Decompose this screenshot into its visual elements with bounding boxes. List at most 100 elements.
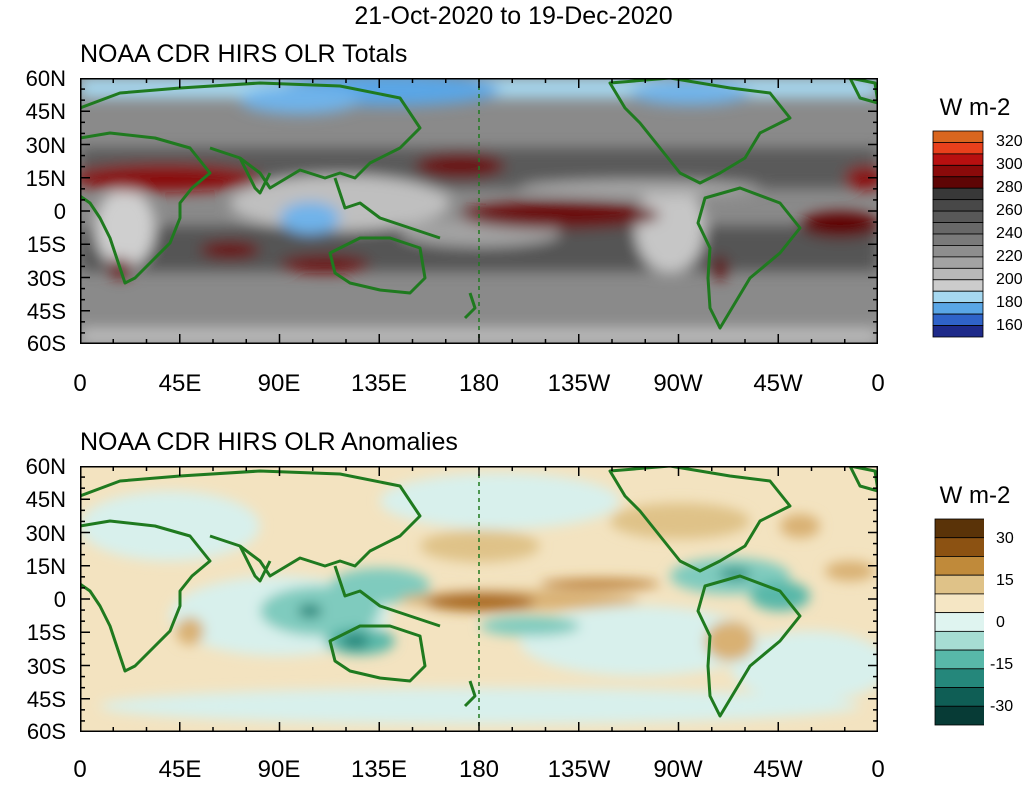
totals-cold-namerica [630, 81, 750, 105]
totals-seasia [333, 177, 441, 240]
totals-colorbar-swatch [932, 245, 984, 258]
totals-cb-label-200: 200 [996, 271, 1023, 288]
anom-cb-label-0: 0 [996, 614, 1005, 631]
anom-lon-180: 180 [458, 756, 500, 783]
totals-colorbar-swatch [932, 290, 984, 304]
anom-namerica [608, 466, 792, 573]
totals-lon-180: 180 [458, 370, 500, 397]
totals-colorbar-swatch [932, 279, 984, 292]
totals-colorbar-swatch [932, 222, 984, 235]
totals-hot-satlantic [800, 212, 878, 238]
totals-colorbar [932, 130, 984, 338]
anom-pos-atlantic [780, 514, 820, 538]
totals-lon-0-east: 0 [871, 370, 885, 397]
anom-pos-itcz [540, 579, 660, 589]
anom-neg-southlat [100, 688, 860, 724]
totals-india [238, 157, 272, 195]
totals-lat-15s: 15S [26, 232, 66, 257]
totals-lon-135e: 135E [350, 370, 408, 397]
totals-lat-30n: 30N [25, 133, 66, 158]
totals-africa [80, 131, 212, 285]
totals-hot-australia [280, 255, 370, 273]
anom-neg-atlantic [730, 631, 878, 701]
anom-lat-60n: 60N [25, 454, 66, 479]
totals-cb-label-320: 320 [996, 133, 1023, 150]
totals-colorbar-swatch [932, 210, 984, 223]
anomalies-continents [80, 466, 878, 718]
anomalies-colorbar-swatch [934, 612, 984, 632]
anom-lat-45s: 45S [26, 687, 66, 712]
anom-lat-15n: 15N [25, 554, 66, 579]
totals-hot-arabia [845, 166, 878, 190]
totals-lon-0: 0 [73, 370, 87, 397]
totals-samerica [696, 186, 802, 330]
anom-cb-label-neg30: -30 [990, 698, 1014, 715]
totals-hot-npacific [415, 154, 505, 178]
anom-pos-strong [425, 593, 535, 611]
totals-map [80, 78, 878, 344]
anomalies-colorbar-swatch [934, 649, 984, 670]
anom-neg-indonesia [330, 568, 430, 604]
totals-colorbar-swatch [932, 176, 984, 189]
totals-newzealand [463, 292, 477, 320]
anom-pos-samerica [705, 621, 755, 661]
anom-india [238, 545, 272, 583]
anomalies-colorbar-swatch [934, 705, 984, 726]
anomalies-colorbar-swatch [934, 630, 984, 651]
totals-colorbar-swatch [932, 302, 984, 315]
anom-australia [328, 624, 427, 683]
totals-namerica [608, 78, 792, 185]
totals-units: W m-2 [939, 94, 1011, 121]
anom-neg-samerica [750, 581, 810, 611]
anom-lat-0: 0 [53, 587, 66, 612]
totals-lat-45n: 45N [25, 99, 66, 124]
anom-neg-epacific [520, 606, 760, 676]
figure-title: 21-Oct-2020 to 19-Dec-2020 [354, 2, 673, 30]
totals-colorbar-swatch [932, 142, 984, 155]
totals-colorbar-swatch [932, 153, 984, 166]
anom-lon-0: 0 [73, 756, 87, 783]
anom-lon-45e: 45E [158, 756, 202, 783]
anom-newzealand [463, 680, 477, 708]
anom-neg-strong-aus [341, 633, 369, 649]
anomalies-colorbar-swatch [934, 687, 984, 707]
anom-lon-90w: 90W [653, 756, 703, 783]
totals-colorbar-swatch [932, 187, 984, 201]
totals-lat-60s: 60S [26, 331, 66, 356]
anom-pos-npac [420, 530, 540, 562]
totals-lon-90e: 90E [257, 370, 301, 397]
totals-cold-asia [240, 86, 360, 114]
anomalies-ticks [80, 466, 878, 732]
totals-convection-maritime [230, 175, 450, 231]
totals-lat-30s: 30S [26, 266, 66, 291]
totals-panel-title: NOAA CDR HIRS OLR Totals [80, 40, 408, 68]
anom-lon-90e: 90E [257, 756, 301, 783]
totals-convection-africa [95, 188, 155, 268]
totals-cb-label-300: 300 [996, 156, 1023, 173]
anom-lat-30n: 30N [25, 521, 66, 546]
anomalies-colorbar-swatch [934, 574, 984, 595]
anomalies-colorbar-swatch [934, 593, 984, 614]
anom-lat-30s: 30S [26, 654, 66, 679]
anomalies-colorbar-swatch [934, 537, 984, 557]
totals-cb-label-180: 180 [996, 294, 1023, 311]
totals-lon-45e: 45E [158, 370, 202, 397]
anom-neg-npacific [380, 473, 620, 529]
anomalies-units: W m-2 [939, 482, 1011, 509]
totals-lat-45s: 45S [26, 299, 66, 324]
totals-colorbar-swatch [932, 130, 984, 143]
anomalies-map [80, 466, 878, 732]
totals-lon-90w: 90W [653, 370, 703, 397]
totals-colorbar-swatch [932, 233, 984, 246]
totals-hot-eqpacific [460, 201, 660, 229]
anom-lat-60s: 60S [26, 719, 66, 744]
totals-colorbar-swatch [932, 313, 984, 326]
totals-greenland [848, 78, 878, 105]
anom-pos-namerica [610, 503, 750, 539]
totals-warm-pool [280, 202, 340, 234]
totals-lat-15n: 15N [25, 166, 66, 191]
totals-hot-andes [712, 256, 728, 280]
totals-colorbar-swatch [932, 267, 984, 281]
anomalies-colorbar-swatch [934, 556, 984, 576]
anom-lon-0-east: 0 [871, 756, 885, 783]
